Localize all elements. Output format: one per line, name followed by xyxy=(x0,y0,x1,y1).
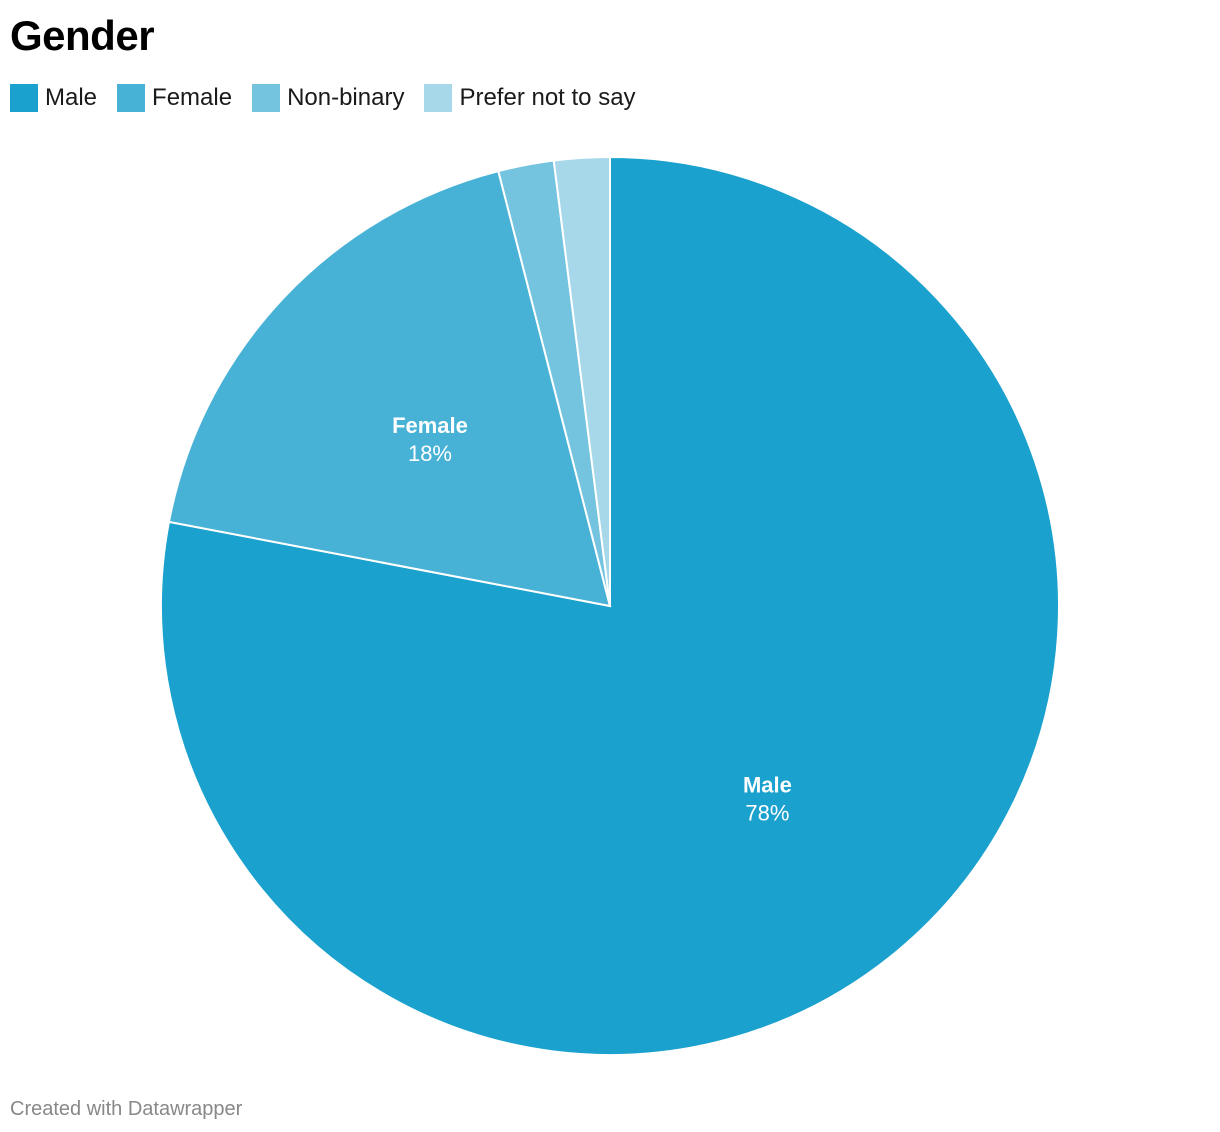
legend-item-prefer-not-to-say: Prefer not to say xyxy=(424,83,636,113)
chart-title: Gender xyxy=(10,12,155,59)
legend-swatch-female xyxy=(117,84,146,112)
pie-slices xyxy=(160,155,1060,1056)
slice-label-name-male: Male xyxy=(743,772,792,797)
pie-labels: Male 78% Female 18% xyxy=(392,413,792,825)
slice-label-value-male: 78% xyxy=(745,800,789,825)
legend-label-male: Male xyxy=(45,84,98,111)
legend-item-non-binary: Non-binary xyxy=(252,83,404,113)
legend-swatch-prefer-not-to-say xyxy=(424,84,453,112)
legend-swatch-male xyxy=(10,84,38,112)
pie-slice-female xyxy=(167,169,612,608)
legend-item-male: Male xyxy=(10,83,97,113)
legend-item-female: Female xyxy=(117,83,232,113)
legend-label-prefer-not-to-say: Prefer not to say xyxy=(459,84,636,111)
footer-credit: Created with Datawrapper xyxy=(10,1098,243,1120)
slice-label-name-female: Female xyxy=(392,413,468,438)
pie-slice-prefer-not-to-say xyxy=(552,155,611,607)
slice-label-value-female: 18% xyxy=(408,441,452,466)
legend-label-female: Female xyxy=(152,84,233,111)
legend-swatch-non-binary xyxy=(252,84,281,112)
legend-label-non-binary: Non-binary xyxy=(287,84,405,111)
chart-legend: Male Female Non-binary Prefer not to say xyxy=(10,83,656,113)
